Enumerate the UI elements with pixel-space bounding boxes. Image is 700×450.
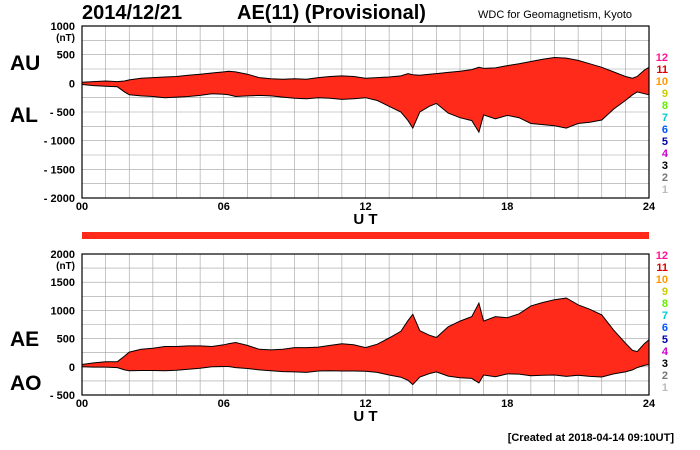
station-legend-item: 7 (662, 112, 668, 124)
station-legend-item: 4 (662, 148, 669, 160)
station-legend-item: 2 (662, 370, 668, 382)
y-tick-label: 500 (57, 50, 75, 62)
x-tick-label: 24 (643, 201, 656, 213)
y-tick-label: - 500 (50, 107, 75, 119)
y-unit-label: (nT) (56, 261, 75, 272)
au-al-band-area (82, 57, 649, 133)
al-series-line (81, 84, 650, 134)
plot-frame (81, 253, 650, 396)
station-legend-item: 10 (656, 76, 668, 88)
x-tick-label: 00 (76, 201, 88, 213)
station-legend-item: 8 (662, 100, 668, 112)
y-tick-label: 0 (69, 78, 75, 90)
station-legend-item: 11 (656, 64, 668, 76)
ae-ao-band-area (82, 298, 649, 385)
x-tick-label: 24 (643, 398, 656, 410)
x-tick-label: 12 (359, 201, 371, 213)
y-tick-label: 2000 (51, 249, 75, 261)
ao-series-label: AO (10, 372, 42, 395)
station-legend-item: 3 (662, 358, 668, 370)
x-tick-label: 18 (501, 398, 513, 410)
station-legend-item: 3 (662, 160, 668, 172)
y-tick-label: 500 (57, 334, 75, 346)
x-tick-label: 06 (218, 398, 230, 410)
station-legend-item: 6 (662, 322, 668, 334)
chart-title: AE(11) (Provisional) (237, 2, 426, 24)
station-legend-item: 5 (662, 334, 668, 346)
y-tick-label: 0 (69, 362, 75, 374)
y-tick-label: - 1500 (44, 164, 75, 176)
station-legend-item: 9 (662, 88, 668, 100)
station-legend-item: 2 (662, 172, 668, 184)
au-series-line (81, 56, 650, 83)
station-legend-item: 12 (656, 52, 668, 64)
ao-series-line (81, 364, 650, 386)
station-legend-item: 8 (662, 298, 668, 310)
x-tick-label: 00 (76, 398, 88, 410)
y-tick-label: - 2000 (44, 193, 75, 205)
chart-date: 2014/12/21 (82, 2, 183, 24)
x-tick-label: 06 (218, 201, 230, 213)
ae-ao-panel: 2000 1500 1000 500 0 - 500 (nT) 00 06 12 18 24 U T (50, 249, 656, 425)
station-legend-item: 5 (662, 136, 668, 148)
created-timestamp: [Created at 2018-04-14 09:10UT] (507, 432, 674, 444)
ae-series-line (81, 297, 650, 365)
au-series-label: AU (10, 52, 41, 75)
au-al-panel: 1000 500 0 - 500 - 1000 - 1500 - 2000 (nT) 00 06 1… (44, 21, 656, 228)
plot-frame (81, 25, 650, 199)
chart-source: WDC for Geomagnetism, Kyoto (478, 9, 633, 21)
station-legend-item: 1 (662, 382, 668, 394)
station-activity-bar (82, 232, 649, 239)
y-unit-label: (nT) (56, 33, 75, 44)
station-legend-item: 6 (662, 124, 668, 136)
x-tick-label: 12 (359, 398, 371, 410)
station-legend-item: 11 (656, 262, 668, 274)
x-axis-label: U T (353, 408, 377, 425)
y-tick-label: - 1000 (44, 136, 75, 148)
station-legend-item: 10 (656, 274, 668, 286)
y-tick-label: - 500 (50, 390, 75, 402)
y-tick-label: 1000 (51, 21, 75, 33)
x-axis-label: U T (353, 211, 377, 228)
y-tick-label: 1000 (51, 305, 75, 317)
station-legend-item: 4 (662, 346, 669, 358)
al-series-label: AL (10, 104, 38, 127)
y-tick-label: 1500 (51, 277, 75, 289)
ae-series-label: AE (10, 328, 40, 351)
station-legend-item: 1 (662, 184, 668, 196)
x-tick-label: 18 (501, 201, 513, 213)
station-legend-item: 7 (662, 310, 668, 322)
station-legend-item: 12 (656, 250, 668, 262)
station-legend-item: 9 (662, 286, 668, 298)
